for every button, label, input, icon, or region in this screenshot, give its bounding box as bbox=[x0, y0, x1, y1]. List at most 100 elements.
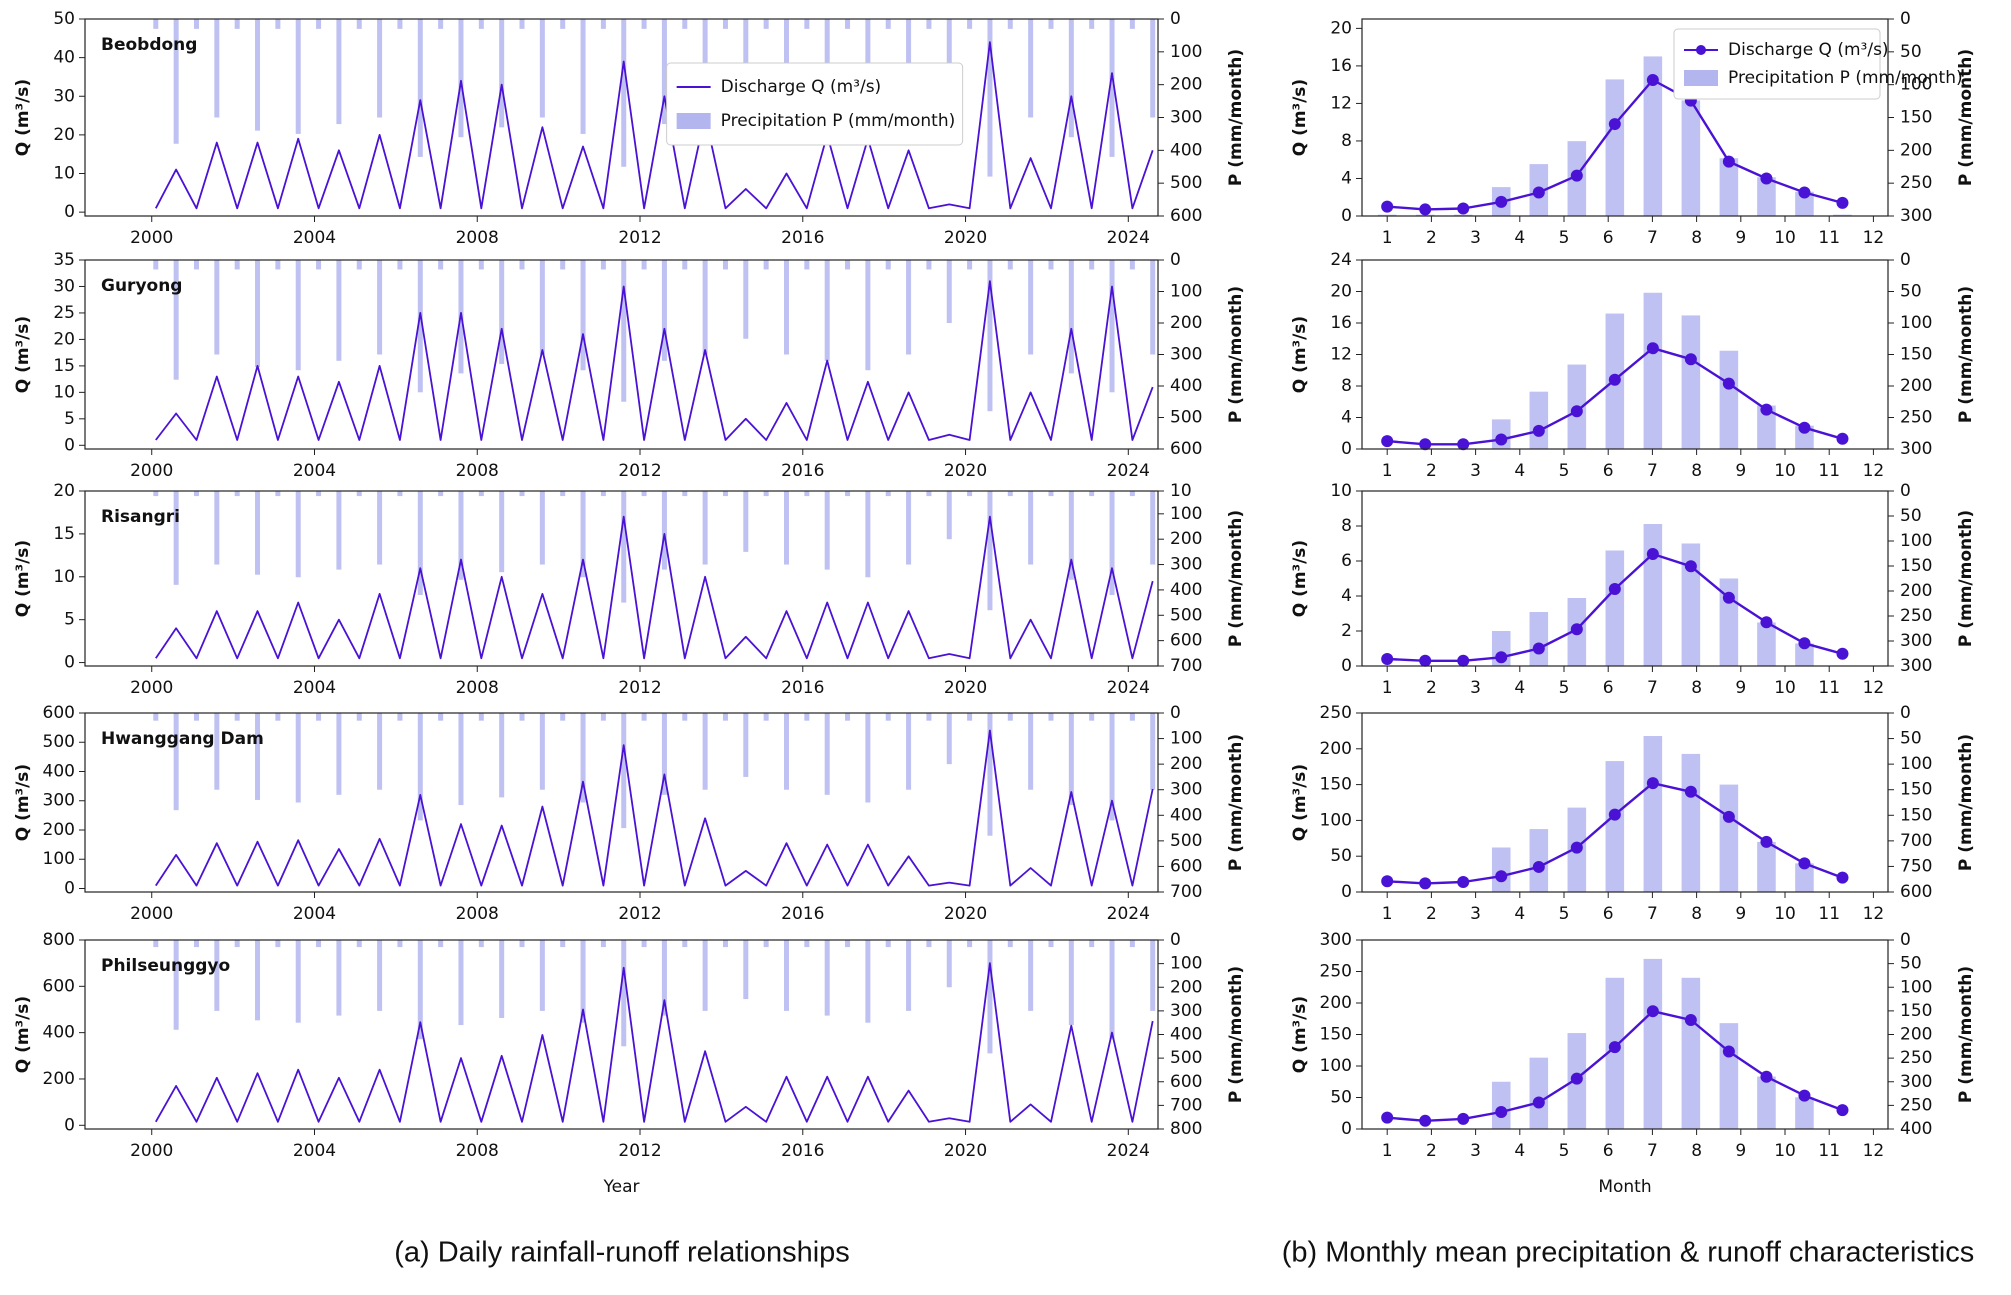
y2-tick-label: 0 bbox=[1170, 250, 1181, 270]
plot-frame bbox=[84, 712, 1159, 893]
x-tick-label: 11 bbox=[1818, 678, 1840, 698]
precip-bar bbox=[824, 713, 830, 795]
precip-bar bbox=[1150, 713, 1156, 790]
precip-bar bbox=[1529, 1057, 1549, 1129]
precip-bar bbox=[478, 19, 484, 29]
x-tick-label: 2004 bbox=[293, 678, 336, 698]
precip-bar bbox=[1028, 940, 1034, 1011]
station-title: Hwanggang Dam bbox=[101, 729, 264, 749]
y2-tick-label: 0 bbox=[1900, 930, 1911, 950]
precip-bar bbox=[214, 713, 220, 790]
precip-bar bbox=[906, 491, 912, 565]
precip-bar bbox=[865, 260, 871, 371]
precip-bar bbox=[377, 713, 383, 790]
precip-bar bbox=[1681, 315, 1701, 449]
precip-bar bbox=[1048, 940, 1054, 948]
x-tick-label: 7 bbox=[1647, 904, 1658, 924]
precip-bar bbox=[722, 19, 728, 29]
discharge-marker bbox=[1646, 548, 1659, 560]
precip-bar bbox=[560, 940, 566, 948]
precip-bar bbox=[1605, 761, 1625, 892]
precip-bar bbox=[1719, 784, 1739, 892]
x-tick-label: 2 bbox=[1426, 904, 1437, 924]
x-tick-label: 8 bbox=[1691, 1141, 1702, 1161]
discharge-marker bbox=[1532, 1096, 1545, 1109]
precip-bar bbox=[417, 940, 423, 1040]
precip-bar bbox=[397, 713, 403, 721]
precip-bar bbox=[255, 940, 261, 1021]
y2-tick-label: 100 bbox=[1170, 42, 1202, 62]
y-axis-label: Q (m³/s) bbox=[13, 996, 33, 1073]
precip-bar bbox=[1068, 940, 1074, 1026]
precip-bar bbox=[967, 713, 973, 721]
precip-bar bbox=[1529, 612, 1549, 666]
precip-bar bbox=[682, 713, 688, 721]
y-axis-label: Q (m³/s) bbox=[1290, 79, 1310, 156]
y-tick-label: 100 bbox=[43, 849, 75, 869]
discharge-marker bbox=[1457, 202, 1470, 215]
y-tick-label: 5 bbox=[64, 409, 75, 429]
precip-bar bbox=[580, 940, 586, 1023]
precip-bar bbox=[193, 260, 199, 270]
precip-bar bbox=[1681, 753, 1701, 892]
precip-bar bbox=[255, 19, 261, 131]
precip-bar bbox=[316, 19, 322, 29]
x-tick-label: 3 bbox=[1470, 228, 1481, 248]
y2-tick-label: 400 bbox=[1170, 805, 1202, 825]
discharge-marker bbox=[1798, 1089, 1811, 1102]
y2-tick-label: 600 bbox=[1900, 882, 1932, 902]
y2-tick-label: 300 bbox=[1170, 555, 1202, 575]
y-tick-label: 2 bbox=[1341, 621, 1352, 641]
y-tick-label: 200 bbox=[1320, 993, 1352, 1013]
panel: 0 50 100 150 200 250 300 0 50 100 150 200 250 300 250 4… bbox=[1290, 930, 1976, 1197]
y2-tick-label: 50 bbox=[1900, 282, 1922, 302]
precip-bar bbox=[234, 940, 240, 948]
precip-bar bbox=[234, 19, 240, 29]
y2-tick-label: 200 bbox=[1170, 529, 1202, 549]
precip-bar bbox=[580, 491, 586, 578]
discharge-marker bbox=[1457, 654, 1470, 667]
precip-bar bbox=[641, 713, 647, 721]
x-tick-label: 11 bbox=[1818, 228, 1840, 248]
y2-tick-label: 300 bbox=[1900, 206, 1932, 226]
x-tick-label: 10 bbox=[1774, 904, 1796, 924]
discharge-line bbox=[155, 280, 1154, 441]
x-tick-label: 10 bbox=[1774, 228, 1796, 248]
discharge-marker bbox=[1722, 591, 1735, 604]
x-tick-label: 9 bbox=[1735, 228, 1746, 248]
legend-swatch bbox=[1684, 70, 1718, 86]
x-tick-label: 2 bbox=[1426, 1141, 1437, 1161]
x-tick-label: 12 bbox=[1863, 228, 1885, 248]
precip-bar bbox=[1529, 829, 1549, 892]
precip-bar bbox=[682, 19, 688, 29]
precip-bar bbox=[234, 491, 240, 497]
precip-bar bbox=[539, 19, 545, 118]
x-tick-label: 2016 bbox=[781, 1141, 824, 1161]
x-tick-label: 11 bbox=[1818, 1141, 1840, 1161]
x-tick-label: 3 bbox=[1470, 461, 1481, 481]
x-tick-label: 2012 bbox=[618, 1141, 661, 1161]
y2-tick-label: 10 bbox=[1170, 481, 1192, 501]
y-tick-label: 150 bbox=[1320, 1025, 1352, 1045]
x-tick-label: 9 bbox=[1735, 904, 1746, 924]
y-axis-label: Q (m³/s) bbox=[13, 79, 33, 156]
precip-bar bbox=[641, 260, 647, 270]
y2-tick-label: 0 bbox=[1900, 250, 1911, 270]
precip-bar bbox=[621, 713, 627, 829]
y-tick-label: 0 bbox=[64, 435, 75, 455]
discharge-marker bbox=[1760, 616, 1773, 629]
y-tick-label: 20 bbox=[1330, 18, 1352, 38]
precip-bar bbox=[987, 260, 993, 412]
precip-bar bbox=[1007, 940, 1013, 948]
precip-bar bbox=[722, 260, 728, 270]
precip-bar bbox=[763, 260, 769, 270]
x-tick-label: 6 bbox=[1603, 1141, 1614, 1161]
discharge-marker bbox=[1608, 1041, 1621, 1054]
precip-bar bbox=[885, 19, 891, 29]
y2-tick-label: 100 bbox=[1900, 531, 1932, 551]
precip-bar bbox=[458, 713, 464, 806]
caption: (a) Daily rainfall-runoff relationships bbox=[394, 1237, 850, 1269]
precip-bar bbox=[519, 940, 525, 948]
